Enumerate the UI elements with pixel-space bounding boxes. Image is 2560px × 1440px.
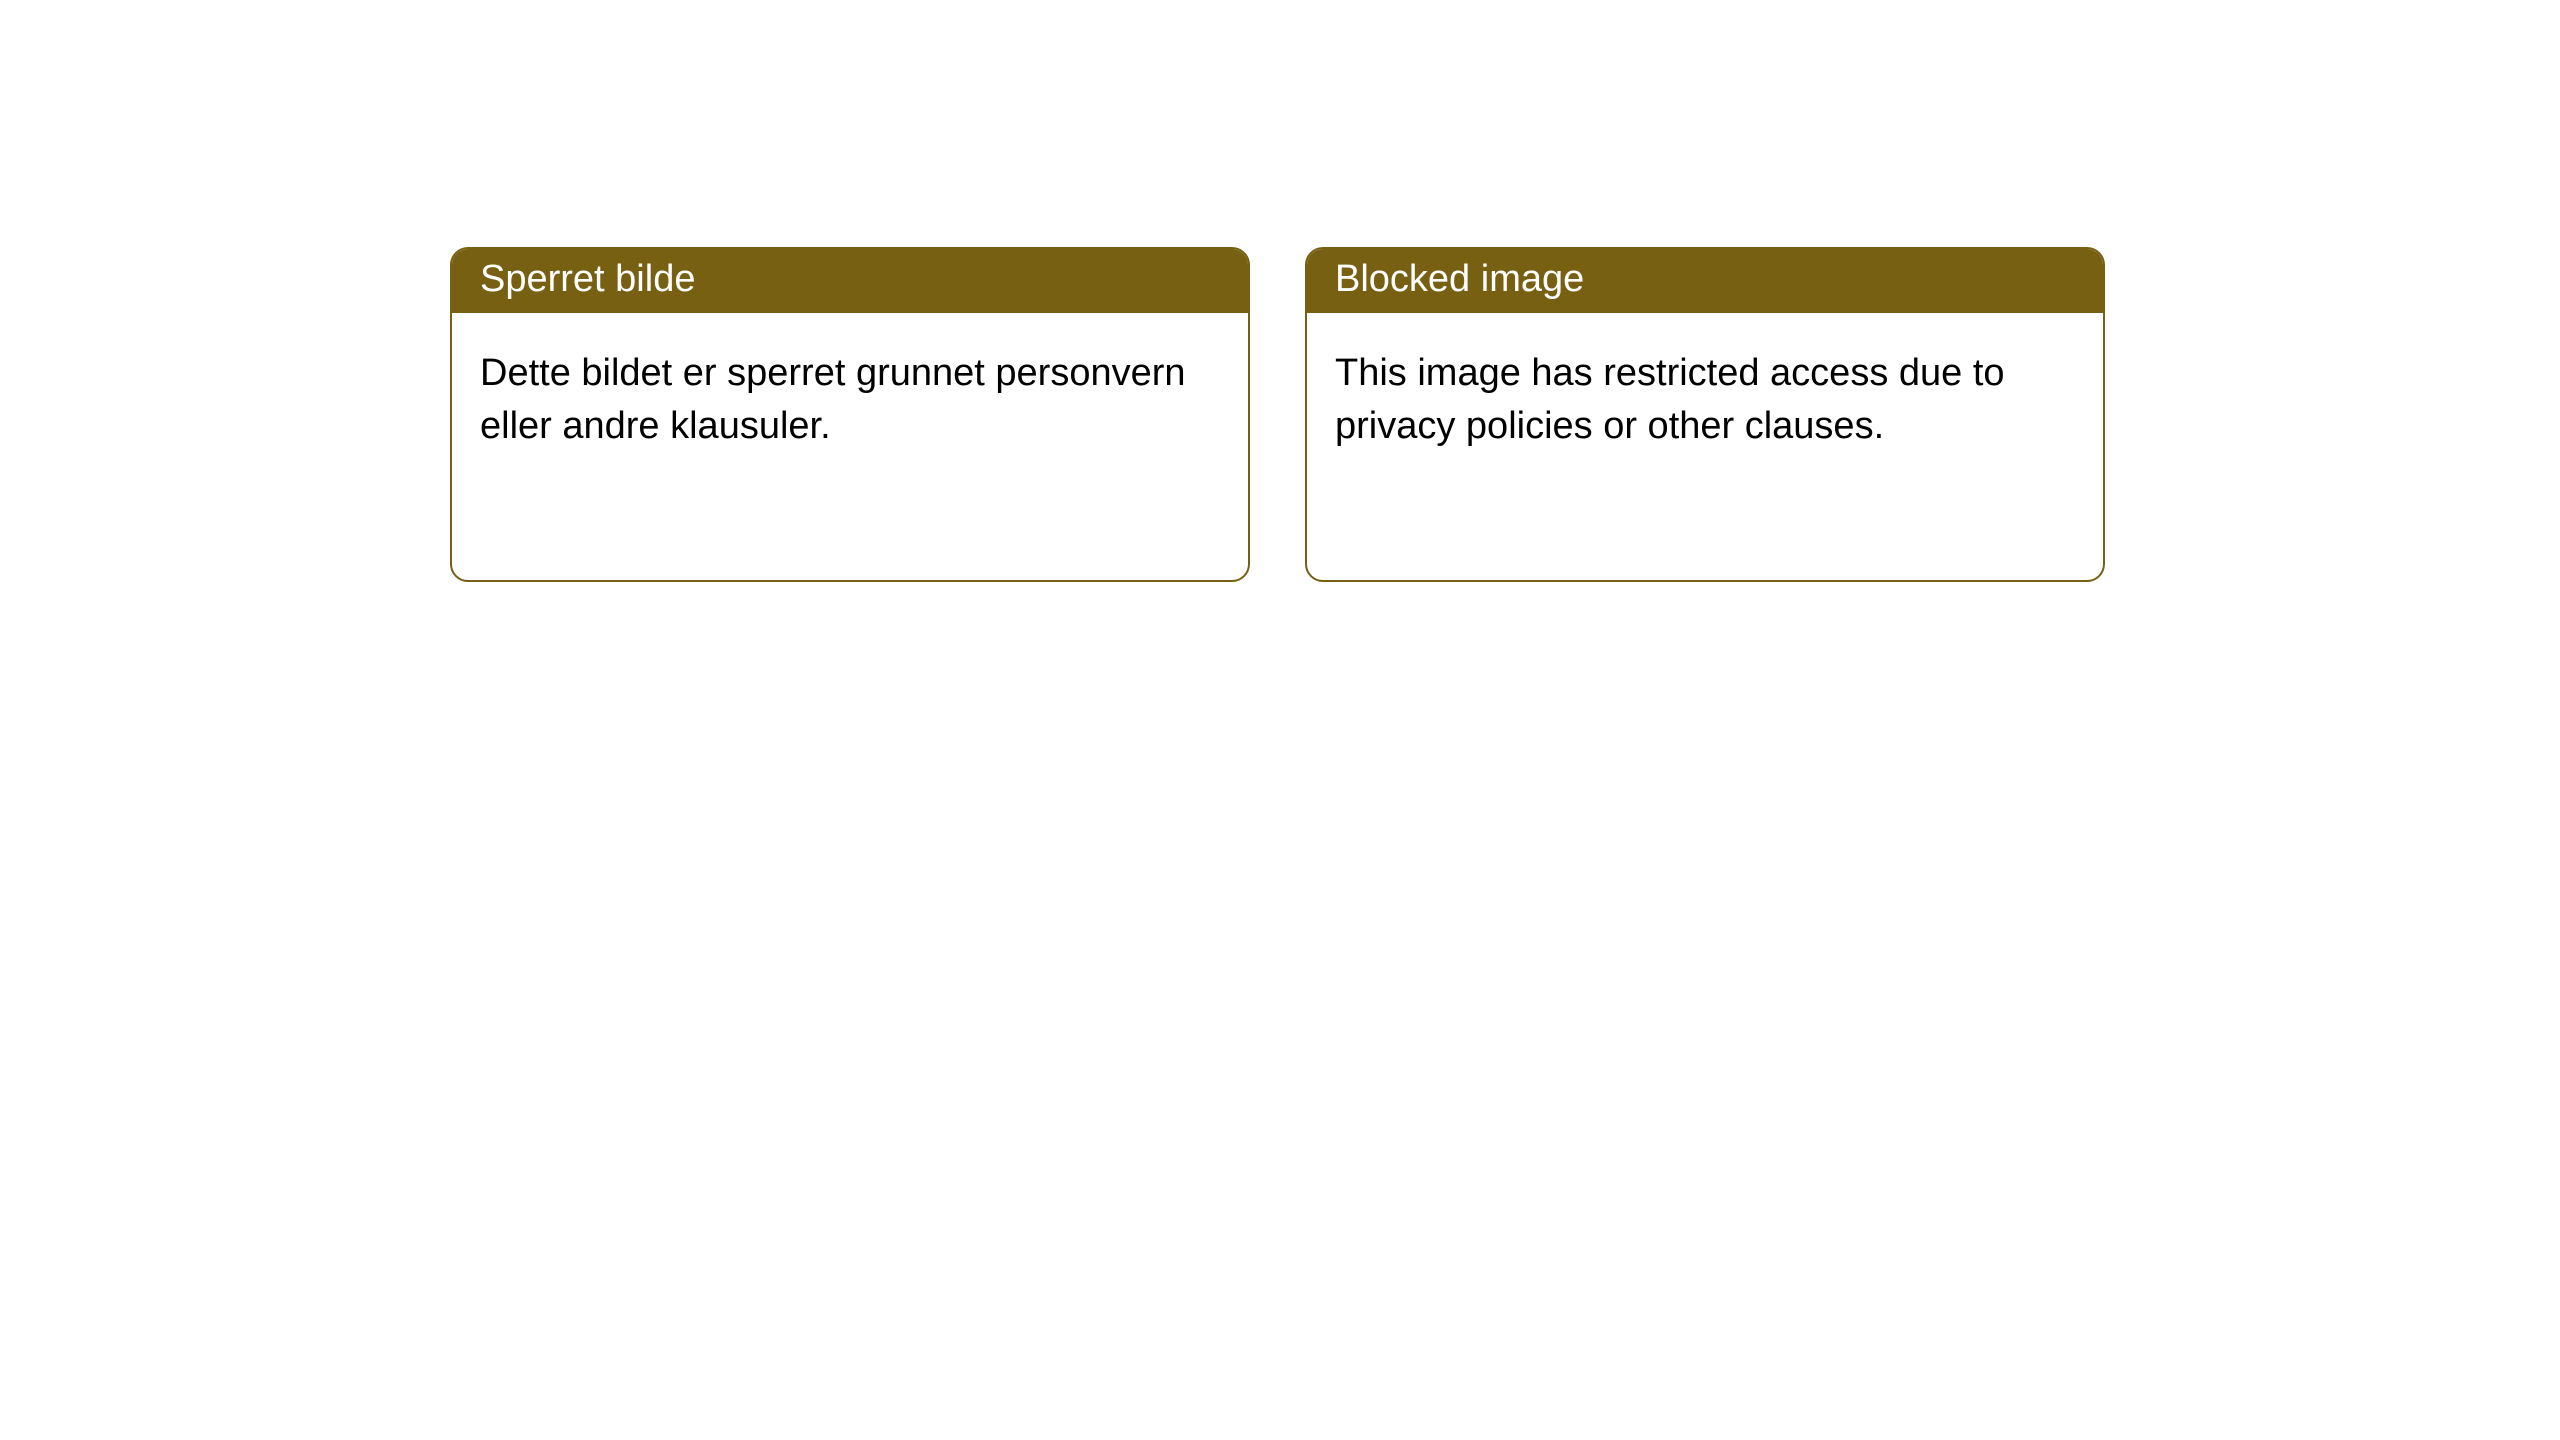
notice-card-english: Blocked image This image has restricted … (1305, 247, 2105, 582)
notice-body-norwegian: Dette bildet er sperret grunnet personve… (452, 313, 1248, 473)
notice-title-english: Blocked image (1335, 258, 1584, 300)
notice-header-norwegian: Sperret bilde (452, 249, 1248, 313)
notice-header-english: Blocked image (1307, 249, 2103, 313)
notice-body-english: This image has restricted access due to … (1307, 313, 2103, 473)
notice-text-english: This image has restricted access due to … (1335, 352, 2005, 447)
notice-cards-container: Sperret bilde Dette bildet er sperret gr… (450, 247, 2105, 582)
notice-card-norwegian: Sperret bilde Dette bildet er sperret gr… (450, 247, 1250, 582)
notice-text-norwegian: Dette bildet er sperret grunnet personve… (480, 352, 1186, 447)
notice-title-norwegian: Sperret bilde (480, 258, 695, 300)
